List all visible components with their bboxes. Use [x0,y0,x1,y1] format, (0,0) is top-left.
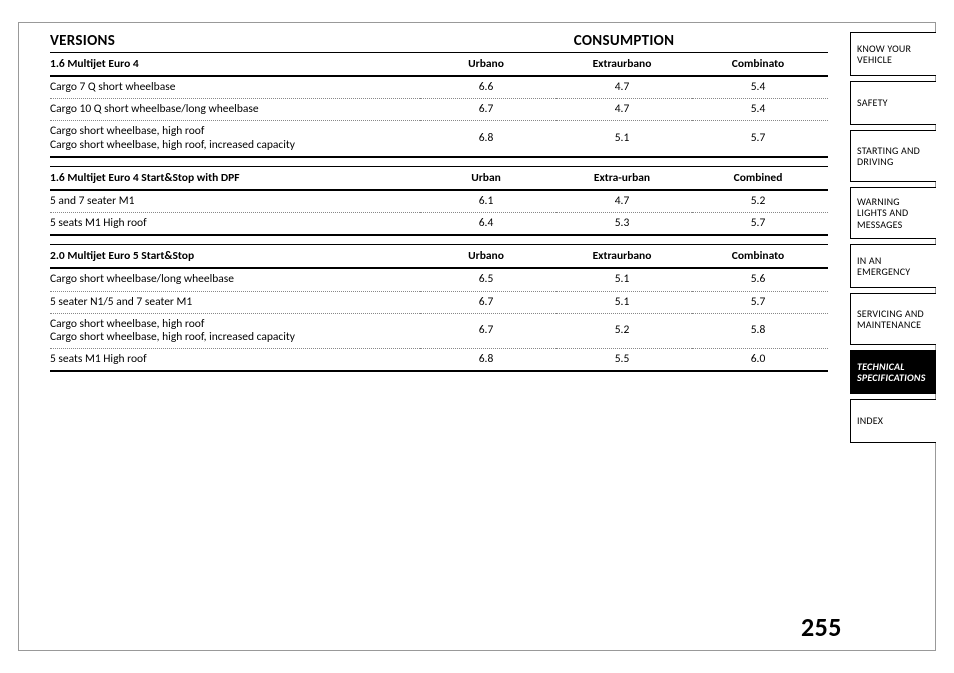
col-header: Extraurbano [556,245,692,269]
table-row: 5 seater N1/5 and 7 seater M1 6.7 5.1 5.… [50,291,828,313]
row-label: 5 seats M1 High roof [50,213,420,236]
row-value: 5.2 [692,190,828,213]
row-value: 6.4 [420,213,556,236]
row-value: 5.1 [556,268,692,291]
page-number: 255 [801,611,842,643]
table-row: 5 and 7 seater M1 6.1 4.7 5.2 [50,190,828,213]
row-value: 5.7 [692,121,828,157]
row-value: 6.6 [420,76,556,99]
section-label: 1.6 Multijet Euro 4 [50,53,420,77]
tab-warning-lights[interactable]: WARNING LIGHTS AND MESSAGES [850,187,936,239]
headings: VERSIONS CONSUMPTION [50,32,828,50]
row-value: 6.0 [692,349,828,372]
row-value: 5.4 [692,99,828,121]
tab-safety[interactable]: SAFETY [850,81,936,125]
row-label: 5 seats M1 High roof [50,349,420,372]
row-value: 5.6 [692,268,828,291]
col-header: Combinato [692,245,828,269]
row-value: 6.8 [420,349,556,372]
row-value: 5.7 [692,213,828,236]
row-value: 6.1 [420,190,556,213]
section-header-row: 1.6 Multijet Euro 4 Start&Stop with DPF … [50,166,828,190]
row-value: 4.7 [556,76,692,99]
row-label: Cargo short wheelbase/long wheelbase [50,268,420,291]
row-value: 5.2 [556,313,692,348]
col-header: Extraurbano [556,53,692,77]
row-value: 6.7 [420,291,556,313]
row-value: 6.5 [420,268,556,291]
col-header: Urbano [420,245,556,269]
row-label: 5 seater N1/5 and 7 seater M1 [50,291,420,313]
tab-technical-specifications[interactable]: TECHNICAL SPECIFICATIONS [850,350,936,394]
heading-consumption: CONSUMPTION [420,32,828,50]
table-row: Cargo 10 Q short wheelbase/long wheelbas… [50,99,828,121]
row-label: Cargo short wheelbase, high roofCargo sh… [50,121,420,157]
row-label: 5 and 7 seater M1 [50,190,420,213]
sidebar-tabs: KNOW YOUR VEHICLE SAFETY STARTING AND DR… [850,32,936,443]
tab-know-your-vehicle[interactable]: KNOW YOUR VEHICLE [850,32,936,76]
tab-emergency[interactable]: IN AN EMERGENCY [850,244,936,288]
col-header: Urbano [420,53,556,77]
section-label: 1.6 Multijet Euro 4 Start&Stop with DPF [50,166,420,190]
row-value: 6.7 [420,99,556,121]
table-row: 5 seats M1 High roof 6.8 5.5 6.0 [50,349,828,372]
row-value: 4.7 [556,190,692,213]
section-header-row: 1.6 Multijet Euro 4 Urbano Extraurbano C… [50,53,828,77]
col-header: Combined [692,166,828,190]
row-value: 5.4 [692,76,828,99]
row-value: 6.7 [420,313,556,348]
row-value: 5.1 [556,291,692,313]
row-label: Cargo 7 Q short wheelbase [50,76,420,99]
col-header: Combinato [692,53,828,77]
col-header: Extra-urban [556,166,692,190]
tab-servicing[interactable]: SERVICING AND MAINTENANCE [850,293,936,345]
spec-table: 1.6 Multijet Euro 4 Urbano Extraurbano C… [50,52,828,372]
heading-versions: VERSIONS [50,32,420,50]
table-row: Cargo 7 Q short wheelbase 6.6 4.7 5.4 [50,76,828,99]
row-value: 5.1 [556,121,692,157]
row-value: 6.8 [420,121,556,157]
row-value: 5.7 [692,291,828,313]
tab-starting-and-driving[interactable]: STARTING AND DRIVING [850,130,936,182]
section-label: 2.0 Multijet Euro 5 Start&Stop [50,245,420,269]
table-row: Cargo short wheelbase, high roofCargo sh… [50,313,828,348]
row-value: 5.5 [556,349,692,372]
tab-index[interactable]: INDEX [850,399,936,443]
table-row: 5 seats M1 High roof 6.4 5.3 5.7 [50,213,828,236]
row-value: 5.8 [692,313,828,348]
table-row: Cargo short wheelbase, high roofCargo sh… [50,121,828,157]
table-row: Cargo short wheelbase/long wheelbase 6.5… [50,268,828,291]
row-value: 5.3 [556,213,692,236]
main-content: VERSIONS CONSUMPTION 1.6 Multijet Euro 4… [50,32,828,372]
row-value: 4.7 [556,99,692,121]
row-label: Cargo short wheelbase, high roofCargo sh… [50,313,420,348]
section-header-row: 2.0 Multijet Euro 5 Start&Stop Urbano Ex… [50,245,828,269]
col-header: Urban [420,166,556,190]
row-label: Cargo 10 Q short wheelbase/long wheelbas… [50,99,420,121]
